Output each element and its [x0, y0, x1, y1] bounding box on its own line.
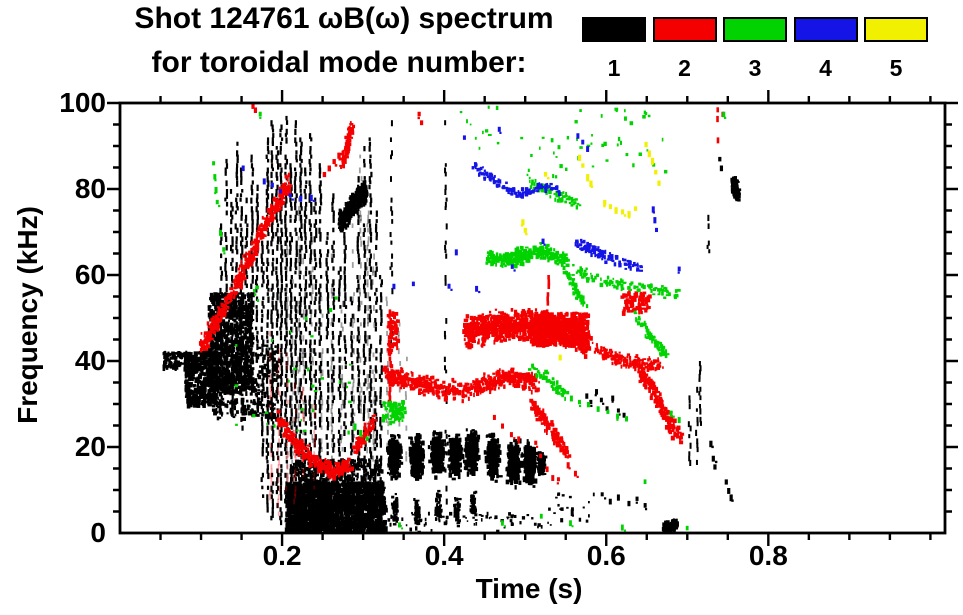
y-axis-label: Frequency (kHz) [12, 206, 43, 424]
chart-title-line-1: Shot 124761 ωB(ω) spectrum [134, 2, 554, 35]
y-tick-label-80: 80 [74, 173, 106, 204]
x-axis-label: Time (s) [475, 573, 583, 604]
legend-mode-number-5: 5 [889, 55, 903, 81]
x-tick-label-0.6: 0.6 [586, 540, 626, 571]
y-tick-label-40: 40 [74, 345, 106, 376]
legend-swatch-mode-1 [582, 17, 646, 42]
legend-mode-number-4: 4 [819, 55, 832, 81]
legend-swatch-mode-2 [652, 17, 717, 42]
legend-swatch-mode-4 [793, 17, 858, 42]
x-tick-label-0.2: 0.2 [262, 540, 302, 571]
legend-mode-number-3: 3 [748, 55, 762, 81]
y-tick-label-0: 0 [90, 517, 106, 548]
y-tick-label-100: 100 [59, 87, 106, 118]
legend-swatch-mode-3 [723, 17, 787, 42]
legend-mode-number-2: 2 [678, 55, 691, 81]
x-tick-label-0.4: 0.4 [424, 540, 464, 571]
chart-title-line-2: for toroidal mode number: [151, 46, 527, 79]
y-tick-label-20: 20 [74, 431, 106, 462]
y-tick-label-60: 60 [74, 259, 106, 290]
legend-mode-number-1: 1 [607, 55, 621, 81]
x-tick-label-0.8: 0.8 [748, 540, 788, 571]
legend-swatch-mode-5 [864, 17, 928, 42]
